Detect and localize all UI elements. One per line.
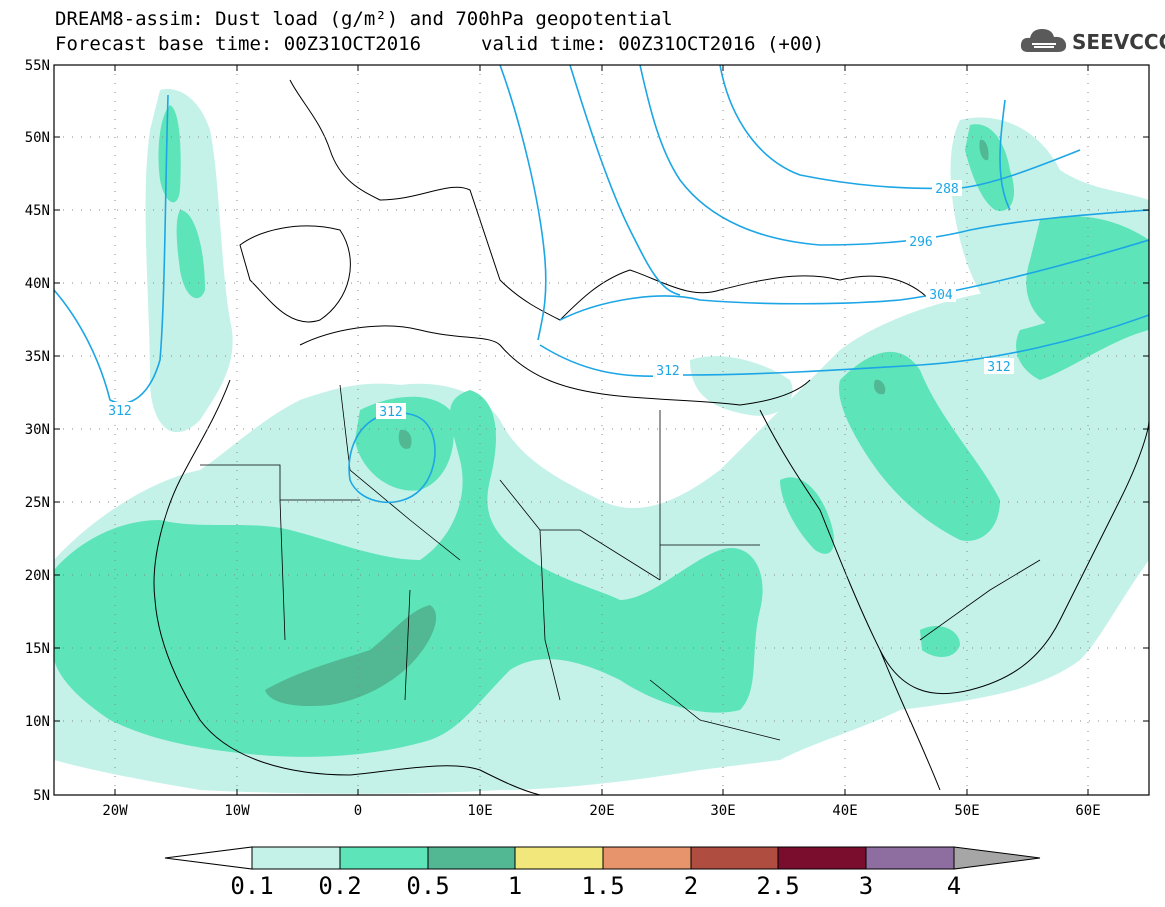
colorbar-label: 4 (946, 872, 962, 900)
map-title: DREAM8-assim: Dust load (g/m²) and 700hP… (55, 8, 673, 30)
contour-label: 304 (929, 288, 953, 303)
country-borders (200, 384, 1041, 741)
colorbar-bin (777, 846, 867, 870)
colorbar-label: 1.5 (581, 872, 625, 900)
colorbar-label: 2 (683, 872, 699, 900)
axis-ticks (54, 64, 1149, 796)
colorbar-bin (339, 846, 429, 870)
dust-shading-dark (265, 139, 989, 707)
lat-label: 25N (25, 495, 50, 511)
lat-label: 20N (25, 568, 50, 584)
contour-label: 312 (656, 364, 679, 379)
lat-label: 10N (25, 714, 50, 730)
lat-label: 35N (25, 349, 50, 365)
contour-labels: 288 296 304 312 312 312 312 (105, 180, 1014, 420)
contour-label: 312 (987, 360, 1010, 375)
lat-label: 15N (25, 641, 50, 657)
logo-text: SEEVCCC (1072, 30, 1165, 54)
contour-label: 288 (935, 182, 958, 197)
lat-label: 30N (25, 422, 50, 438)
colorbar-label: 3 (858, 872, 874, 900)
map-area (54, 65, 1149, 795)
lon-label: 50E (954, 803, 979, 819)
contour-label: 312 (379, 405, 402, 420)
lon-label: 20W (102, 803, 128, 819)
lat-label: 45N (25, 203, 50, 219)
lon-label: 10E (467, 803, 492, 819)
colorbar-label: 0.2 (318, 872, 362, 900)
colorbar-bin (514, 846, 604, 870)
dust-shading-medium (54, 105, 1149, 757)
lon-label: 10W (224, 803, 250, 819)
lat-label: 40N (25, 276, 50, 292)
colorbar-bin (690, 846, 779, 870)
colorbar-bin (865, 846, 955, 870)
cloud-logo-icon (1020, 29, 1067, 52)
latitude-labels: 55N 50N 45N 40N 35N 30N 25N 20N 15N 10N … (25, 58, 50, 804)
colorbar-label: 1 (507, 872, 523, 900)
colorbar-label: 0.5 (406, 872, 450, 900)
colorbar-label: 0.1 (230, 872, 274, 900)
colorbar-bin (427, 846, 516, 870)
lat-label: 55N (25, 58, 50, 74)
colorbar-low-arrow (164, 846, 253, 870)
lon-label: 20E (589, 803, 614, 819)
contour-label: 296 (909, 235, 932, 250)
lat-label: 5N (33, 788, 50, 804)
lon-label: 30E (710, 803, 735, 819)
colorbar-label: 2.5 (756, 872, 800, 900)
colorbar-bin (602, 846, 692, 870)
forecast-base-time: Forecast base time: 00Z31OCT2016 (55, 33, 422, 55)
contour-label: 312 (108, 404, 131, 419)
lat-label: 50N (25, 130, 50, 146)
colorbar-bin (251, 846, 341, 870)
lon-label: 40E (832, 803, 857, 819)
lon-label: 60E (1075, 803, 1100, 819)
lon-label: 0 (354, 803, 362, 819)
valid-time: valid time: 00Z31OCT2016 (+00) (481, 33, 825, 55)
seevccc-logo: SEEVCCC (1020, 24, 1165, 58)
geopotential-contours (54, 65, 1149, 504)
colorbar (164, 846, 1041, 870)
colorbar-high-arrow (953, 846, 1041, 870)
longitude-labels: 20W 10W 0 10E 20E 30E 40E 50E 60E (102, 803, 1100, 819)
